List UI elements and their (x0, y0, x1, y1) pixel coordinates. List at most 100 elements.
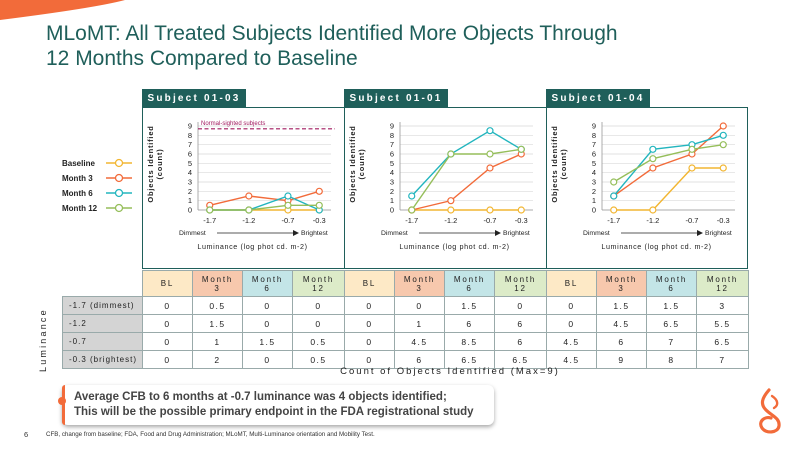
table-row: -0.7 0 1 1.5 0.5 0 4.5 8.5 6 4.5 6 7 6.5 (62, 332, 749, 351)
data-point (447, 206, 455, 214)
callout-accent-bar (62, 385, 65, 425)
y-tick-label: 6 (390, 150, 394, 159)
row-label: -0.7 (62, 332, 143, 351)
header-text: Month (251, 274, 284, 284)
y-tick-label: 3 (592, 178, 596, 187)
data-point (517, 206, 525, 214)
y-tick-label: 5 (592, 159, 596, 168)
data-point (284, 192, 292, 200)
table-cell: 0 (142, 350, 193, 369)
direction-arrowhead (697, 230, 703, 236)
callout-line-1: Average CFB to 6 months at -0.7 luminanc… (74, 391, 447, 403)
y-tick-label: 6 (592, 150, 596, 159)
objects-identified-table: BL Month 3 Month 6 Month 12 BL Month 3 Month… (62, 270, 749, 369)
panel-tab-subject-01-04: Subject 01-04 (546, 89, 650, 108)
x-tick-label: -0.7 (484, 216, 497, 225)
y-tick-label: 0 (592, 206, 596, 215)
data-point (719, 122, 727, 130)
direction-arrowhead (293, 230, 299, 236)
row-label: -0.3 (brightest) (62, 350, 143, 369)
x-tick-label: -1.2 (444, 216, 457, 225)
x-end-label-dimmest: Dimmest (381, 230, 408, 237)
y-tick-label: 1 (188, 196, 192, 205)
y-tick-label: 5 (188, 159, 192, 168)
data-point (486, 127, 494, 135)
table-cell: 0 (546, 296, 597, 315)
legend-label: Baseline (62, 159, 95, 168)
panel-divider (344, 107, 345, 269)
data-point (610, 192, 618, 200)
header-text: Month (403, 274, 436, 284)
x-tick-label: -0.7 (282, 216, 295, 225)
header-text: 12 (312, 283, 325, 293)
data-point (447, 197, 455, 205)
header-bl: BL (142, 270, 193, 297)
reference-line-label: Normal-sighted subjects (201, 121, 265, 127)
data-point (315, 201, 323, 209)
legend-swatch-baseline (106, 158, 132, 168)
table-header-row: BL Month 3 Month 6 Month 12 BL Month 3 Month… (63, 270, 749, 297)
y-tick-label: 7 (188, 140, 192, 149)
y-tick-label: 1 (592, 196, 596, 205)
table-cell: 4.5 (596, 314, 647, 333)
direction-arrowhead (495, 230, 501, 236)
key-finding-callout: Average CFB to 6 months at -0.7 luminanc… (58, 385, 494, 425)
table-row: -0.3 (brightest) 0 2 0 0.5 0 6 6.5 6.5 4.5 9 8 7 (62, 350, 749, 369)
panel-tab-subject-01-03: Subject 01-03 (142, 89, 246, 108)
table-cell: 0 (344, 314, 395, 333)
y-tick-label: 2 (188, 187, 192, 196)
table-cell: 1 (394, 314, 445, 333)
slide-title: MLoMT: All Treated Subjects Identified M… (46, 21, 766, 71)
table-cell: 6 (494, 314, 547, 333)
header-month6: Month 6 (646, 270, 697, 297)
x-tick-label: -1.2 (646, 216, 659, 225)
x-tick-label: -0.7 (686, 216, 699, 225)
table-cell: 5.5 (696, 314, 749, 333)
data-point (610, 178, 618, 186)
table-cell: 1.5 (444, 296, 495, 315)
data-point (649, 206, 657, 214)
series-line-month-6 (411, 129, 522, 197)
table-cell: 0 (292, 296, 345, 315)
header-month3: Month 3 (394, 270, 445, 297)
header-text: 3 (618, 283, 625, 293)
table-cell: 2 (192, 350, 243, 369)
page-number: 6 (24, 430, 29, 439)
y-tick-label: 4 (390, 168, 394, 177)
table-cell: 0 (494, 296, 547, 315)
table-cell: 6.5 (646, 314, 697, 333)
data-point (517, 145, 525, 153)
table-row: -1.7 (dimmest) 0 0.5 0 0 0 0 1.5 0 0 1.5 1.5 3 (62, 296, 749, 315)
data-point (610, 206, 618, 214)
title-line-2: 12 Months Compared to Baseline (46, 47, 358, 70)
legend-item-month12: Month 12 (62, 201, 132, 216)
data-point (245, 192, 253, 200)
panel-tab-subject-01-01: Subject 01-01 (344, 89, 448, 108)
table-cell: 0 (142, 332, 193, 351)
table-cell: 0 (242, 296, 293, 315)
table-cell: 1.5 (192, 314, 243, 333)
y-tick-label: 6 (188, 150, 192, 159)
series-line-month-12 (209, 204, 320, 211)
x-tick-label: -1.7 (203, 216, 216, 225)
y-tick-label: 9 (390, 122, 394, 131)
y-tick-label: 3 (390, 178, 394, 187)
data-point (649, 164, 657, 172)
header-bl: BL (344, 270, 395, 297)
table-corner (63, 271, 143, 297)
table-cell: 6 (494, 332, 547, 351)
table-cell: 1.5 (242, 332, 293, 351)
header-text: 12 (716, 283, 729, 293)
legend-label: Month 6 (62, 189, 93, 198)
table-cell: 0 (344, 296, 395, 315)
footnote: CFB, change from baseline; FDA, Food and… (46, 431, 375, 438)
legend-swatch-month6 (106, 188, 132, 198)
luminance-label: Luminance (38, 308, 48, 372)
header-text: Month (605, 274, 638, 284)
table-cell: 0 (242, 314, 293, 333)
table-cell: 4.5 (394, 332, 445, 351)
table-cell: 4.5 (546, 332, 597, 351)
title-line-1: MLoMT: All Treated Subjects Identified M… (46, 22, 618, 45)
table-caption: Count of Objects Identified (Max=9) (340, 366, 560, 377)
